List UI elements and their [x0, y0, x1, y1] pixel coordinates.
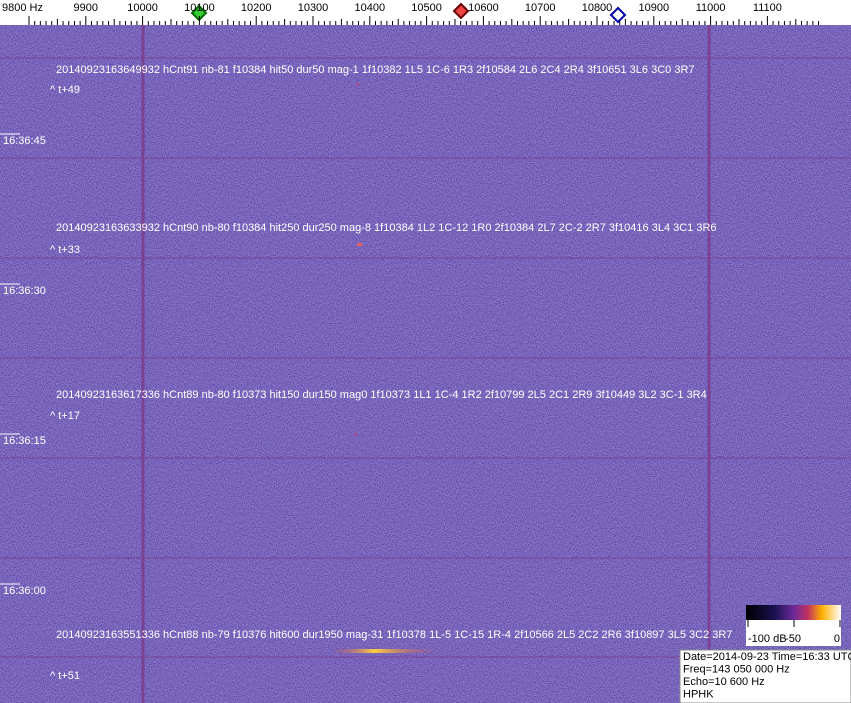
detection-text: 20140923163633932 hCnt90 nb-80 f10384 hi… [56, 222, 717, 234]
frequency-label: 9800 Hz [2, 2, 43, 14]
frequency-axis [0, 0, 851, 25]
frequency-label: 10100 [184, 2, 215, 14]
info-box [679, 649, 851, 703]
echo-dot [357, 243, 362, 246]
frequency-label: 10300 [298, 2, 329, 14]
time-label: 16:36:30 [3, 285, 46, 297]
time-label: 16:36:45 [3, 135, 46, 147]
time-label: 16:36:00 [3, 585, 46, 597]
legend-label: -100 dB [748, 633, 787, 645]
frequency-label: 10600 [468, 2, 499, 14]
colormap-bar [746, 605, 841, 620]
legend-label: 0 [834, 633, 840, 645]
waterfall [0, 25, 851, 703]
detection-text: 20140923163551336 hCnt88 nb-79 f10376 hi… [56, 629, 732, 641]
info-line: HPHK [683, 688, 714, 700]
frequency-label: 10900 [639, 2, 670, 14]
frequency-label: 10700 [525, 2, 556, 14]
legend-label: -50 [785, 633, 801, 645]
frequency-label: 10400 [355, 2, 386, 14]
frequency-label: 11100 [753, 2, 782, 14]
frequency-label: 11000 [696, 2, 726, 14]
echo-dot [354, 433, 357, 436]
frequency-label: 10500 [411, 2, 442, 14]
time-offset: ^ t+33 [50, 244, 80, 256]
frequency-label: 9900 [74, 2, 98, 14]
echo-dot [356, 83, 359, 86]
info-line: Echo=10 600 Hz [683, 676, 765, 688]
frequency-label: 10200 [241, 2, 272, 14]
time-offset: ^ t+51 [50, 670, 80, 682]
frequency-label: 10000 [127, 2, 158, 14]
detection-text: 20140923163649932 hCnt91 nb-81 f10384 hi… [56, 64, 695, 76]
marker-blue [609, 6, 627, 24]
info-line: Freq=143 050 000 Hz [683, 663, 790, 675]
time-offset: ^ t+49 [50, 84, 80, 96]
detection-text: 20140923163617336 hCnt89 nb-80 f10373 hi… [56, 389, 707, 401]
meteor-echo [330, 649, 440, 653]
marker-red [452, 2, 470, 20]
info-line: Date=2014-09-23 Time=16:33 UTC [683, 651, 851, 663]
time-offset: ^ t+17 [50, 410, 80, 422]
frequency-label: 10800 [582, 2, 613, 14]
time-label: 16:36:15 [3, 435, 46, 447]
